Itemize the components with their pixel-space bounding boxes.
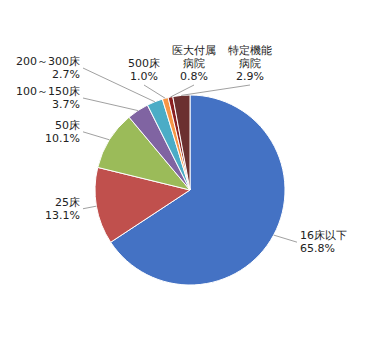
slice-label: 100～150床3.7% bbox=[16, 85, 80, 111]
leader-line bbox=[83, 132, 109, 140]
slice-label: 500床1.0% bbox=[128, 57, 160, 83]
data-label: 3.7% bbox=[52, 98, 80, 111]
slice-label: 特定機能病院2.9% bbox=[228, 44, 272, 83]
leader-lines bbox=[83, 68, 297, 242]
category-label: 25床 bbox=[55, 196, 80, 209]
labels: 16床以下65.8% 25床13.1% 50床10.1% 100～150床3.7% 20… bbox=[16, 44, 347, 255]
slice bbox=[173, 95, 190, 190]
category-label: 500床 bbox=[128, 57, 160, 70]
category-label: 100～150床 bbox=[16, 85, 80, 98]
data-label: 65.8% bbox=[300, 242, 335, 255]
leader-line bbox=[181, 85, 250, 95]
category-label: 特定機能病院 bbox=[228, 44, 272, 70]
category-label: 50床 bbox=[55, 119, 80, 132]
slice-label: 16床以下65.8% bbox=[300, 229, 347, 255]
leader-line bbox=[83, 98, 138, 111]
data-label: 1.0% bbox=[130, 70, 158, 83]
data-label: 10.1% bbox=[45, 132, 80, 145]
slice-label: 医大付属病院0.8% bbox=[172, 44, 216, 83]
data-label: 2.7% bbox=[52, 68, 80, 81]
category-label: 16床以下 bbox=[300, 229, 347, 242]
category-label: 200～300床 bbox=[16, 55, 80, 68]
data-label: 0.8% bbox=[180, 70, 208, 83]
data-label: 2.9% bbox=[236, 70, 264, 83]
slice-label: 200～300床2.7% bbox=[16, 55, 80, 81]
leader-line bbox=[144, 85, 165, 98]
data-label: 13.1% bbox=[45, 209, 80, 222]
slice-label: 50床10.1% bbox=[45, 119, 80, 145]
leader-line bbox=[83, 206, 96, 209]
leader-line bbox=[274, 235, 297, 242]
slice-label: 25床13.1% bbox=[45, 196, 80, 222]
chart: 16床以下65.8% 25床13.1% 50床10.1% 100～150床3.7% 20… bbox=[0, 0, 365, 340]
slices bbox=[95, 95, 285, 285]
category-label: 医大付属病院 bbox=[172, 44, 216, 70]
